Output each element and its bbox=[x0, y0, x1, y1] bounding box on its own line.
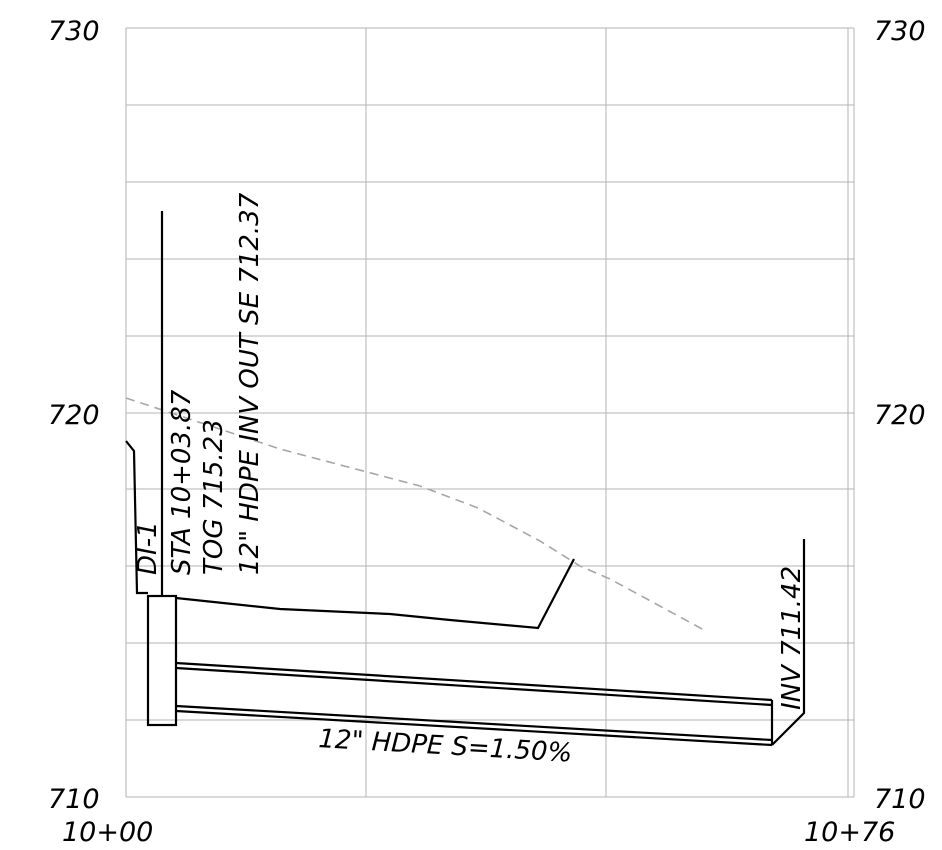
station-label-end: 10+76 bbox=[804, 817, 895, 848]
structure-invert-out: 12" HDPE INV OUT SE 712.37 bbox=[235, 192, 265, 575]
left-grade-line bbox=[125, 440, 148, 595]
outlet-invert-label: INV 711.42 bbox=[777, 566, 807, 710]
structure-station: STA 10+03.87 bbox=[167, 389, 197, 575]
pipe-run bbox=[175, 661, 774, 747]
drop-inlet-structure bbox=[146, 594, 178, 727]
grid bbox=[126, 28, 854, 797]
elevation-label-bottom-right: 710 bbox=[874, 784, 926, 815]
plot-frame bbox=[125, 27, 855, 798]
elevation-label-top-right: 730 bbox=[874, 16, 926, 47]
elevation-label-mid-left: 720 bbox=[48, 400, 100, 431]
proposed-ground-line bbox=[175, 558, 575, 630]
existing-ground-line bbox=[125, 397, 705, 631]
station-label-start: 10+00 bbox=[62, 817, 153, 848]
structure-label: DI-1 bbox=[133, 521, 163, 575]
elevation-label-bottom-left: 710 bbox=[48, 784, 100, 815]
elevation-label-top-left: 730 bbox=[48, 16, 100, 47]
elevation-label-mid-right: 720 bbox=[874, 400, 926, 431]
structure-top-of-grate: TOG 715.23 bbox=[199, 419, 229, 575]
outlet-leader bbox=[771, 539, 806, 746]
